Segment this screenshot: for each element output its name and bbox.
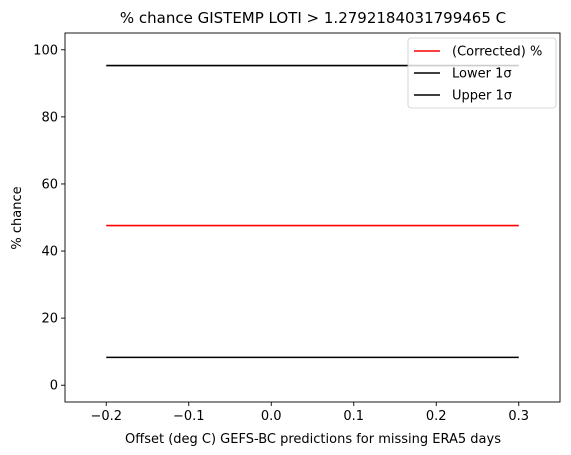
x-tick-label: 0.2 [426, 409, 447, 424]
y-tick-label: 80 [41, 110, 58, 125]
legend-label: Upper 1σ [452, 89, 512, 104]
x-tick-label: 0.1 [343, 409, 364, 424]
legend: (Corrected) % Lower 1σ Upper 1σ [407, 37, 557, 109]
axes-frame [64, 32, 561, 403]
y-tick-label: 0 [50, 379, 58, 394]
x-tick-label: 0.0 [261, 409, 282, 424]
x-axis-label: Offset (deg C) GEFS-BC predictions for m… [125, 432, 501, 447]
y-tick-label: 60 [41, 177, 58, 192]
y-axis-label: % chance [10, 186, 25, 249]
x-tick-label: −0.2 [90, 409, 122, 424]
chart-title: % chance GISTEMP LOTI > 1.27921840317994… [120, 9, 506, 27]
x-tick-label: 0.3 [508, 409, 529, 424]
x-tick-label: −0.1 [173, 409, 205, 424]
y-tick-label: 40 [41, 245, 58, 260]
y-tick-label: 20 [41, 312, 58, 327]
legend-box [407, 37, 557, 109]
legend-label: Lower 1σ [452, 67, 512, 82]
plot-area: −0.2 −0.1 0.0 0.1 0.2 0.3 0 20 40 60 80 100 [33, 32, 561, 424]
y-tick-label: 100 [33, 43, 58, 58]
legend-label: (Corrected) % [452, 45, 542, 60]
